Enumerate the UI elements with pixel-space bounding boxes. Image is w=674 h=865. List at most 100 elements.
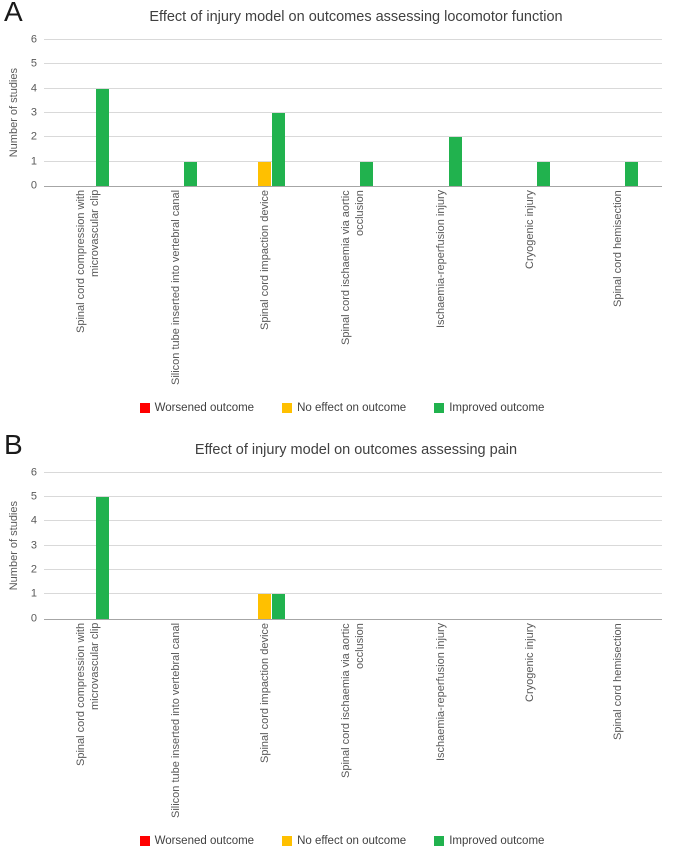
legend-label: Improved outcome (449, 402, 545, 414)
x-category-slot: Spinal cord compression with microvascul… (44, 190, 132, 390)
x-category-label: Ischaemia-reperfusion injury (435, 190, 448, 329)
legend: Worsened outcome No effect on outcome Impr… (22, 835, 662, 847)
x-category-label: Cryogenic injury (523, 190, 536, 269)
x-category-label: Ischaemia-reperfusion injury (435, 622, 448, 761)
x-category-slot: Spinal cord compression with microvascul… (44, 623, 132, 823)
gridline (44, 593, 662, 595)
legend-swatch-no-effect-on-outcome (282, 835, 293, 846)
bar-group-ischaemia-reperfusion-injury (397, 40, 485, 186)
bar-improved-outcome (183, 161, 197, 186)
bar-improved-outcome (625, 161, 639, 186)
y-axis: 0 1 2 3 4 5 6 (22, 34, 44, 191)
chart-area-a: Number of studies 0 1 2 3 4 5 6 Spinal cord co… (6, 34, 662, 414)
chart-title-b: Effect of injury model on outcomes asses… (194, 441, 518, 458)
legend-label: Improved outcome (449, 834, 545, 847)
chart-main-column: 0 1 2 3 4 5 6 Spinal cord compression with mic… (22, 467, 662, 847)
bar-group-ischaemia-reperfusion-injury (397, 473, 485, 619)
bar-group-cryogenic-injury (485, 473, 573, 619)
legend-swatch-worsened-outcome (139, 403, 150, 413)
x-category-label: Spinal cord compression with microvascul… (75, 622, 102, 766)
legend: Worsened outcome No effect on outcome Impr… (22, 402, 662, 414)
bar-series (44, 473, 662, 619)
bar-no-effect-on-outcome (258, 161, 272, 186)
x-category-slot: Spinal cord ischaemia via aortic occlusi… (309, 623, 397, 823)
gridline (44, 495, 662, 497)
gridline (44, 568, 662, 570)
x-category-label: Spinal cord hemisection (611, 190, 624, 307)
legend-item-worsened-outcome: Worsened outcome (139, 834, 255, 847)
x-category-slot: Silicon tube inserted into vertebral can… (132, 190, 220, 390)
bar-group-cryogenic-injury (485, 40, 573, 186)
x-category-label: Silicon tube inserted into vertebral can… (170, 190, 183, 386)
x-category-label: Spinal cord ischaemia via aortic occlusi… (339, 190, 366, 345)
bar-group-spinal-cord-ischaemia-via-aortic-occlusion (309, 40, 397, 186)
legend-label: No effect on outcome (297, 402, 407, 414)
x-category-slot: Spinal cord impaction device (221, 623, 309, 823)
x-axis-labels: Spinal cord compression with microvascul… (44, 190, 662, 390)
y-tick-label: 6 (30, 466, 37, 478)
y-tick-label: 5 (30, 490, 37, 503)
plot-row: 0 1 2 3 4 5 6 (22, 34, 662, 191)
legend-item-no-effect-on-outcome: No effect on outcome (282, 402, 406, 414)
x-category-slot: Cryogenic injury (485, 190, 573, 390)
x-category-slot: Ischaemia-reperfusion injury (397, 190, 485, 390)
plot-area (44, 471, 662, 620)
legend-swatch-improved-outcome (434, 835, 445, 846)
bar-group-spinal-cord-hemisection (574, 40, 662, 186)
y-tick-label: 4 (30, 82, 37, 95)
panel-a: A Effect of injury model on outcomes ass… (4, 0, 662, 414)
x-category-label: Cryogenic injury (523, 622, 536, 702)
x-category-slot: Cryogenic injury (485, 623, 573, 823)
x-category-slot: Ischaemia-reperfusion injury (397, 623, 485, 823)
bar-series (44, 40, 662, 186)
chart-area-b: Number of studies 0 1 2 3 4 5 6 Spinal cord co… (6, 467, 662, 847)
y-axis-title: Number of studies (8, 500, 20, 591)
gridline (44, 471, 662, 473)
legend-item-improved-outcome: Improved outcome (434, 402, 544, 414)
y-tick-label: 2 (30, 563, 37, 576)
bar-group-spinal-cord-ischaemia-via-aortic-occlusion (309, 473, 397, 619)
legend-swatch-improved-outcome (434, 403, 445, 413)
y-axis-title: Number of studies (8, 68, 20, 158)
bar-improved-outcome (537, 161, 551, 186)
y-tick-label: 0 (30, 612, 37, 624)
bar-improved-outcome (95, 88, 109, 186)
bar-group-spinal-cord-impaction-device (221, 473, 309, 619)
gridline (44, 112, 662, 113)
bar-no-effect-on-outcome (258, 594, 272, 619)
y-tick-label: 4 (30, 514, 37, 527)
y-axis-title-column: Number of studies (6, 40, 22, 186)
x-category-slot: Spinal cord ischaemia via aortic occlusi… (309, 190, 397, 390)
gridline (44, 87, 662, 89)
legend-label: Worsened outcome (154, 834, 255, 847)
gridline (44, 39, 662, 40)
gridline (44, 136, 662, 138)
x-category-slot: Silicon tube inserted into vertebral can… (132, 623, 220, 823)
legend-item-improved-outcome: Improved outcome (434, 835, 544, 847)
gridline (44, 544, 662, 546)
bar-improved-outcome (360, 161, 374, 186)
gridline (44, 160, 662, 162)
x-category-label: Silicon tube inserted into vertebral can… (170, 622, 183, 818)
y-tick-label: 2 (30, 130, 37, 143)
x-category-label: Spinal cord hemisection (611, 622, 624, 740)
legend-item-no-effect-on-outcome: No effect on outcome (282, 835, 406, 847)
y-axis: 0 1 2 3 4 5 6 (22, 467, 44, 624)
y-tick-label: 6 (30, 33, 37, 46)
bar-group-silicon-tube-inserted-into-vertebral-canal (132, 473, 220, 619)
gridline (44, 63, 662, 65)
bar-improved-outcome (272, 113, 286, 186)
y-axis-title-column: Number of studies (6, 473, 22, 619)
legend-label: Worsened outcome (154, 402, 255, 414)
gridlines (44, 471, 662, 619)
plot-row: 0 1 2 3 4 5 6 (22, 467, 662, 624)
bar-improved-outcome (448, 137, 462, 186)
x-category-label: Spinal cord compression with microvascul… (75, 190, 102, 334)
x-category-slot: Spinal cord hemisection (574, 623, 662, 823)
legend-swatch-worsened-outcome (139, 835, 150, 846)
x-category-label: Spinal cord impaction device (258, 622, 271, 763)
gridlines (44, 39, 662, 186)
bar-improved-outcome (95, 496, 109, 619)
chart-main-column: 0 1 2 3 4 5 6 Spinal cord compression with mic… (22, 34, 662, 414)
